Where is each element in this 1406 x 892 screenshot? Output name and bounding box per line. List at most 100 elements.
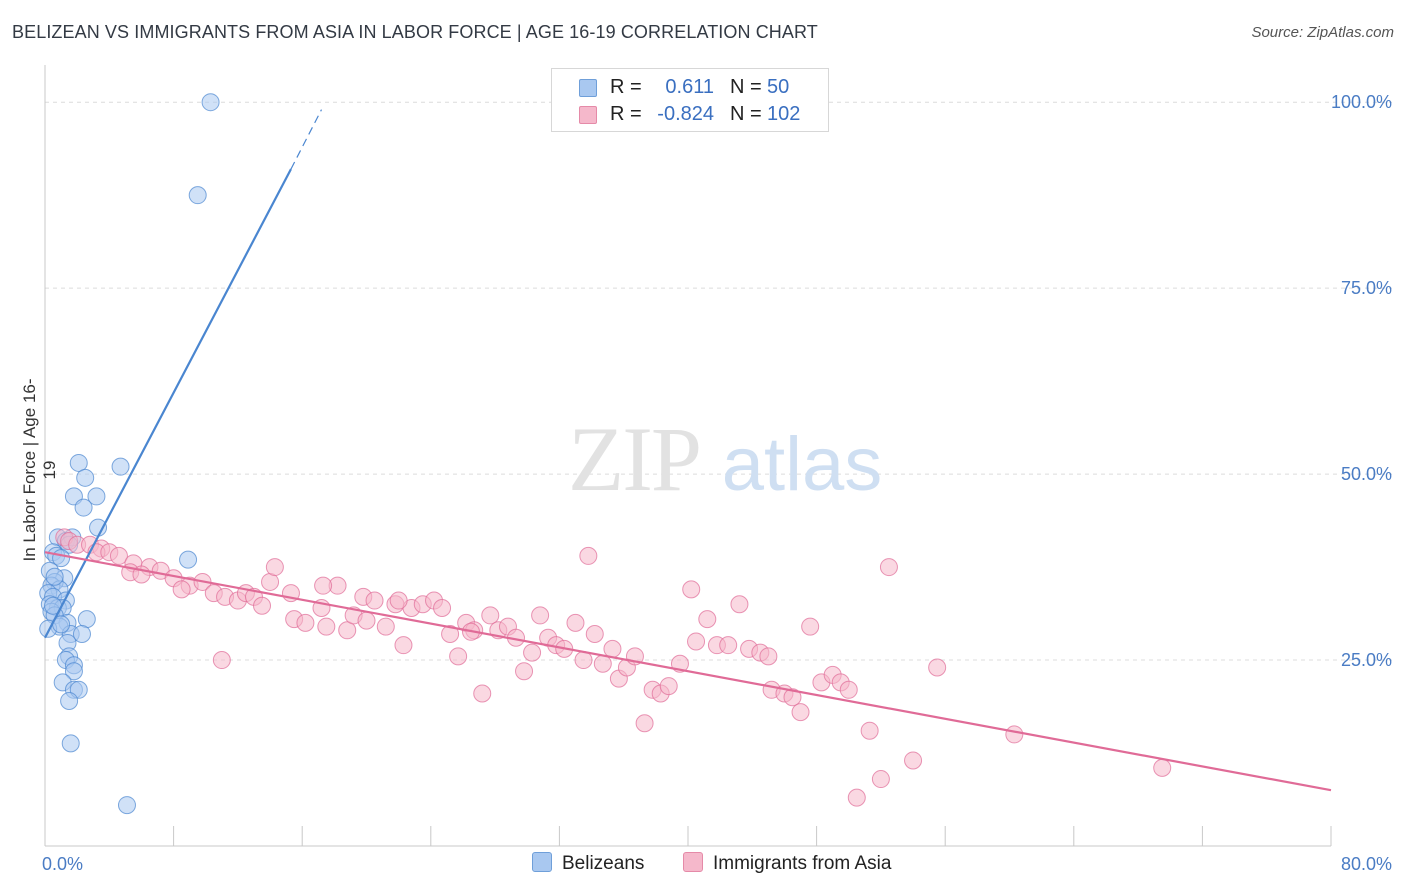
data-point [659,677,678,696]
data-point [698,610,717,629]
legend-item-immigrants: Immigrants from Asia [683,852,891,875]
legend-swatch-belizeans [579,79,597,97]
data-point [473,684,492,703]
watermark-zip: ZIP [568,408,700,510]
data-point [45,567,64,586]
data-point [60,691,79,710]
data-point [481,606,500,625]
data-point [212,651,231,670]
data-point [117,796,136,815]
data-point [317,617,336,636]
data-point [441,625,460,644]
data-point [635,714,654,733]
legend-n-value: 102 [767,103,801,125]
data-point [111,457,130,476]
data-point [64,662,83,681]
legend-label: Immigrants from Asia [713,853,892,874]
data-point [61,734,80,753]
legend-row-belizeans: R = 0.611 N = 50 [552,73,828,101]
legend-label: Belizeans [562,853,645,874]
y-tick-label: 75.0% [1341,278,1392,298]
y-tick-label: 50.0% [1341,464,1392,484]
data-point [783,688,802,707]
data-point [515,662,534,681]
data-point [801,617,820,636]
legend-n-label: N = [730,76,762,98]
data-point [449,647,468,666]
data-point [265,558,284,577]
x-tick-label: 0.0% [42,854,83,874]
data-point [847,788,866,807]
data-point [791,703,810,722]
legend-row-immigrants: R = -0.824 N = 102 [552,100,828,128]
data-point [603,639,622,658]
data-point [579,546,598,565]
data-point [433,598,452,617]
data-point [296,613,315,632]
data-point [531,606,550,625]
data-point [1005,725,1024,744]
data-point [871,770,890,789]
data-point [394,636,413,655]
data-point [574,651,593,670]
data-point [879,558,898,577]
grid-lines [45,101,1392,661]
y-axis-label: In Labor Force | Age 16-19 [20,378,59,562]
correlation-legend: R = 0.611 N = 50 R = -0.824 N = 102 [551,68,829,132]
data-point [904,751,923,770]
data-point [69,453,88,472]
series-belizeans [39,93,220,815]
data-point [839,680,858,699]
source-label: Source: ZipAtlas.com [1251,24,1394,41]
trend-line [44,551,1332,792]
data-point [76,468,95,487]
chart-title: BELIZEAN VS IMMIGRANTS FROM ASIA IN LABO… [12,22,818,42]
y-tick-label: 25.0% [1341,650,1392,670]
data-point [87,487,106,506]
legend-r-value: 0.611 [665,76,714,98]
legend-r-value: -0.824 [657,103,714,125]
axes [44,65,1332,847]
legend-r-label: R = [610,76,642,98]
data-point [365,591,384,610]
data-point [682,580,701,599]
data-point [566,613,585,632]
data-point [72,625,91,644]
data-point [593,654,612,673]
data-point [201,93,220,112]
data-point [172,580,191,599]
legend-item-belizeans: Belizeans [532,852,644,875]
legend-n-label: N = [730,103,762,125]
data-point [1153,758,1172,777]
watermark-atlas: atlas [722,422,883,507]
trend-lines [44,109,1332,792]
legend-n-value: 50 [767,76,790,98]
legend-swatch [532,852,552,872]
data-point [523,643,542,662]
data-point [860,721,879,740]
data-point [314,576,333,595]
series-immigrants-from-asia [55,528,1172,807]
data-point [188,186,207,205]
legend-swatch-immigrants [579,106,597,124]
trend-line-extension [290,109,323,170]
data-point [338,621,357,640]
data-point [357,611,376,630]
tick-labels: 25.0% 50.0% 75.0% 100.0% 0.0% 80.0% [42,92,1392,874]
data-point [585,625,604,644]
data-point [928,658,947,677]
data-point [109,546,128,565]
legend-r-label: R = [610,103,642,125]
watermark: ZIP atlas [568,408,882,510]
data-point [719,636,738,655]
data-point [74,498,93,517]
data-point [376,617,395,636]
legend-swatch [683,852,703,872]
data-point [253,596,272,615]
y-tick-label: 100.0% [1331,92,1392,112]
data-point [759,647,778,666]
data-point [389,591,408,610]
data-point [687,632,706,651]
x-tick-label: 80.0% [1341,854,1392,874]
